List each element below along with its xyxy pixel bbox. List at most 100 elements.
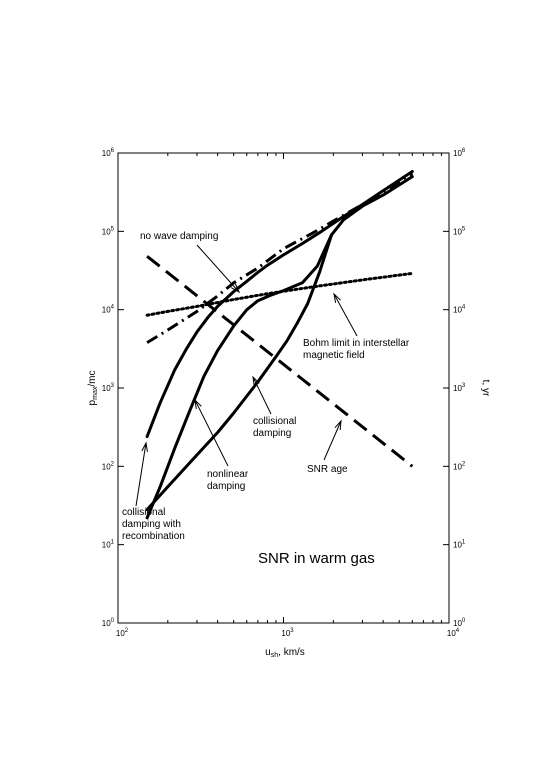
- x-tick-label-exp: 2: [125, 628, 129, 634]
- y2-tick-label-exp: 5: [462, 226, 466, 232]
- y-axis-label-rest: /mc: [87, 371, 98, 387]
- annotation-text: collisional: [122, 507, 165, 518]
- y2-tick-label-exp: 1: [462, 540, 466, 546]
- y2-tick-label: 101: [453, 540, 466, 550]
- y-tick-label-exp: 4: [111, 305, 115, 311]
- x-tick-label-base: 10: [281, 629, 290, 638]
- x-tick-label-exp: 3: [290, 628, 294, 634]
- annotation-text: no wave damping: [140, 231, 218, 242]
- y-axis-label-sub: max: [92, 386, 99, 400]
- y2-tick-label-exp: 2: [462, 461, 466, 467]
- y2-tick-label-base: 10: [453, 541, 462, 550]
- x-tick-label: 103: [281, 628, 294, 638]
- annotation-arrow: [252, 376, 272, 415]
- y2-tick-label: 103: [453, 383, 466, 393]
- annotation-arrowhead: [333, 292, 341, 303]
- annotation-text: collisional: [253, 416, 296, 427]
- y-tick-label-base: 10: [102, 384, 111, 393]
- annotations: no wave damping Bohm limit in interstella…: [122, 231, 410, 542]
- series-line-solid: [145, 170, 414, 439]
- annotation-arrow: [323, 420, 342, 461]
- annotation-text: damping with: [122, 519, 181, 530]
- x-axis-label: ush, km/s: [265, 647, 305, 659]
- annotation-text: nonlinear: [207, 469, 249, 480]
- y2-tick-label-base: 10: [453, 462, 462, 471]
- series-line-solid: [145, 175, 414, 520]
- x-tick-label-base: 10: [447, 629, 456, 638]
- x-tick-label: 102: [116, 628, 129, 638]
- y2-tick-label-base: 10: [453, 619, 462, 628]
- y-tick-label-exp: 0: [111, 618, 115, 624]
- annotation-arrowhead: [141, 441, 148, 452]
- y-tick-label: 106: [102, 148, 115, 158]
- y-tick-label: 103: [102, 383, 115, 393]
- series-line-dashed: [146, 255, 414, 468]
- y2-tick-label: 104: [453, 305, 466, 315]
- annotation-text: Bohm limit in interstellar: [303, 338, 410, 349]
- annotation-arrowhead: [334, 419, 342, 431]
- annotation-text: recombination: [122, 531, 185, 542]
- series-group: [145, 170, 414, 520]
- annotation-arrowhead: [230, 283, 241, 294]
- y2-tick-label-exp: 6: [462, 148, 466, 154]
- y-tick-label: 105: [102, 226, 115, 236]
- y2-tick-label-base: 10: [453, 149, 462, 158]
- y-tick-label-exp: 1: [111, 540, 115, 546]
- y-tick-label-exp: 6: [111, 148, 115, 154]
- in-plot-text: SNR in warm gas: [258, 550, 375, 567]
- y2-tick-label-base: 10: [453, 384, 462, 393]
- y2-tick-label-exp: 0: [462, 618, 466, 624]
- y2-tick-label-base: 10: [453, 306, 462, 315]
- y2-tick-label-base: 10: [453, 227, 462, 236]
- y-tick-label-base: 10: [102, 149, 111, 158]
- y-tick-label-exp: 2: [111, 461, 115, 467]
- y-tick-label: 100: [102, 618, 115, 628]
- x-axis-label-rest: , km/s: [278, 647, 305, 658]
- y-tick-label-base: 10: [102, 227, 111, 236]
- y-axis-label-base: p: [87, 399, 98, 405]
- y-axis-label: pmax/mc: [87, 371, 99, 406]
- annotation-text: damping: [253, 428, 291, 439]
- x-tick-label: 104: [447, 628, 460, 638]
- annotation-text: damping: [207, 481, 245, 492]
- y-tick-label-base: 10: [102, 462, 111, 471]
- x-tick-label-base: 10: [116, 629, 125, 638]
- y2-tick-label: 102: [453, 461, 466, 471]
- series-line-dotted: [145, 271, 414, 317]
- y-tick-label: 102: [102, 461, 115, 471]
- annotation-text: magnetic field: [303, 350, 365, 361]
- annotation-arrowhead: [194, 398, 202, 409]
- annotation-text: SNR age: [307, 464, 348, 475]
- annotation-arrow: [196, 244, 240, 293]
- y-tick-label-base: 10: [102, 619, 111, 628]
- y-tick-label-base: 10: [102, 306, 111, 315]
- series-line-dashdot: [146, 172, 414, 344]
- y2-tick-label: 100: [453, 618, 466, 628]
- y-tick-label-base: 10: [102, 541, 111, 550]
- series-line-solid: [145, 233, 333, 512]
- annotation: SNR age: [307, 419, 348, 475]
- annotation: no wave damping: [140, 231, 241, 294]
- y-tick-label-exp: 5: [111, 226, 115, 232]
- annotation-arrow: [135, 442, 147, 507]
- x-axis-label-base: u: [265, 647, 271, 658]
- annotation-arrow: [333, 293, 358, 337]
- y2-tick-label: 105: [453, 226, 466, 236]
- x-axis-label-sub: sh: [271, 652, 279, 659]
- y2-tick-label-exp: 3: [462, 383, 466, 389]
- annotation-arrowhead: [252, 375, 260, 386]
- annotation-arrow: [194, 399, 229, 467]
- y-tick-label: 101: [102, 540, 115, 550]
- y2-axis-label: t, yr: [480, 380, 491, 397]
- y-tick-label-exp: 3: [111, 383, 115, 389]
- y2-tick-label-exp: 4: [462, 305, 466, 311]
- y2-tick-label: 106: [453, 148, 466, 158]
- x-tick-label-exp: 4: [456, 628, 460, 634]
